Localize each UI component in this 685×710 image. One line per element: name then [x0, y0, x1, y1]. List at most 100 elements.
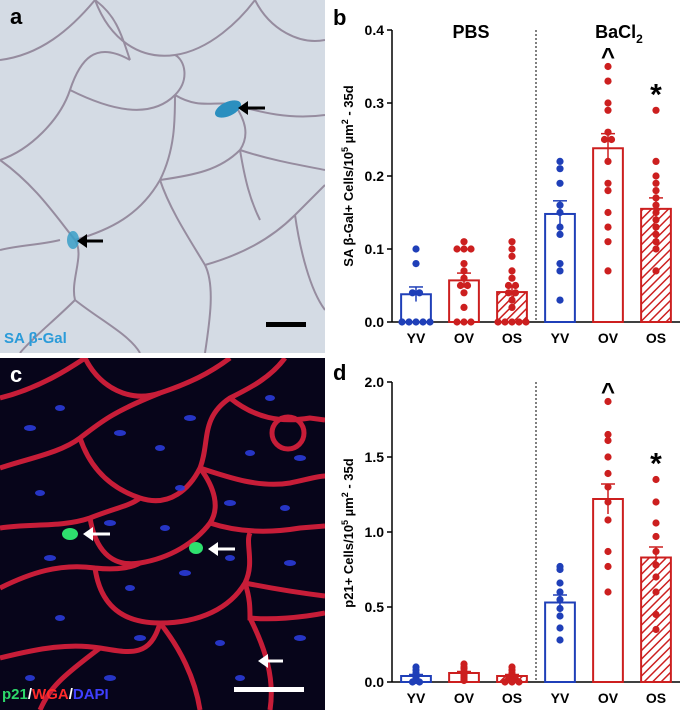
data-point: [604, 187, 612, 195]
data-point: [604, 430, 612, 439]
x-tick-label: OV: [454, 330, 475, 346]
data-point: [460, 245, 468, 253]
data-point: [556, 223, 564, 231]
y-tick-label: 0.2: [365, 168, 385, 184]
data-point: [456, 281, 465, 290]
data-point: [412, 260, 420, 268]
x-tick-label: OV: [598, 690, 619, 706]
data-point: [652, 610, 660, 619]
x-tick-label: OV: [454, 690, 475, 706]
x-tick-label: OS: [646, 690, 666, 706]
data-point: [652, 547, 660, 556]
data-point: [415, 289, 424, 297]
data-point: [652, 187, 660, 195]
data-point: [604, 223, 612, 231]
white-arrow-icon: [83, 527, 110, 541]
black-arrow-icon: [77, 234, 103, 248]
data-point: [604, 469, 612, 478]
data-point: [604, 516, 612, 524]
black-arrow-icon: [238, 101, 265, 115]
data-point: [652, 201, 660, 209]
group-label-pbs: PBS: [452, 22, 489, 42]
data-point: [652, 267, 660, 275]
panel-letter-b: b: [333, 5, 346, 30]
y-tick-label: 1.5: [365, 449, 385, 465]
data-point: [494, 318, 502, 326]
x-tick-label: OS: [502, 690, 522, 706]
data-point: [652, 498, 660, 506]
beta-gal-positive-cell: [214, 100, 242, 118]
p21-positive-nucleus: [189, 542, 203, 554]
data-point: [652, 230, 660, 238]
data-point: [412, 318, 420, 326]
histology-drawing: [0, 0, 325, 353]
data-point: [604, 208, 612, 217]
data-point: [556, 296, 564, 304]
data-point: [508, 274, 516, 282]
data-point: [556, 208, 564, 217]
white-arrow-icon: [208, 542, 235, 556]
data-point: [508, 318, 516, 326]
panel-letter-a: a: [10, 4, 23, 29]
data-point: [556, 604, 564, 613]
data-point: [508, 267, 516, 275]
data-point: [604, 588, 612, 596]
data-point: [652, 179, 660, 187]
legend-dapi: DAPI: [72, 686, 109, 703]
data-point: [604, 397, 612, 406]
data-point: [652, 561, 660, 569]
legend-separator: /: [68, 686, 73, 703]
data-point: [463, 281, 472, 290]
data-point: [405, 318, 413, 326]
data-point: [607, 135, 616, 144]
data-point: [604, 483, 612, 491]
bar: [592, 147, 624, 323]
data-point: [604, 157, 612, 165]
data-point: [604, 99, 612, 107]
panel-letter-c: c: [10, 362, 23, 387]
data-point: [556, 157, 564, 165]
data-point: [398, 318, 406, 326]
data-point: [556, 612, 564, 620]
data-point: [652, 157, 660, 165]
stain-label: SA β-Gal: [4, 330, 67, 347]
data-point: [460, 318, 468, 326]
data-point: [556, 636, 564, 644]
data-point: [415, 678, 424, 686]
significance-marker: ^: [601, 379, 615, 406]
data-point: [408, 678, 417, 686]
data-point: [652, 194, 660, 202]
data-point: [604, 453, 612, 461]
data-point: [460, 289, 468, 297]
data-point: [556, 267, 564, 275]
data-point: [515, 678, 523, 686]
stain-label-text: SA β-Gal: [4, 330, 67, 347]
significance-marker: ^: [601, 44, 615, 71]
data-point: [604, 62, 612, 71]
legend-p21: p21: [2, 686, 28, 703]
data-point: [556, 260, 564, 268]
chart-d: d p21+ Cells/105 µm2 - 35d 0.0 0.5 1.0 1.5 2…: [333, 360, 680, 706]
data-point: [604, 106, 612, 114]
significance-marker: *: [650, 78, 662, 111]
scale-bar-icon: [266, 322, 306, 327]
data-point: [652, 475, 660, 484]
data-point: [453, 245, 461, 253]
data-point: [652, 519, 660, 527]
data-point: [467, 245, 475, 253]
beta-gal-positive-cell: [67, 231, 79, 249]
data-point: [600, 135, 609, 144]
data-point: [408, 289, 417, 297]
data-point: [604, 128, 612, 136]
data-point: [604, 77, 612, 85]
data-point: [453, 318, 461, 326]
data-point: [467, 318, 475, 326]
x-tick-label: YV: [407, 330, 426, 346]
legend-separator: /: [27, 686, 33, 703]
x-tick-label: YV: [407, 690, 426, 706]
data-point: [652, 245, 660, 253]
data-point: [604, 267, 612, 275]
data-point: [511, 281, 520, 290]
data-point: [412, 245, 420, 253]
scale-bar-icon: [234, 687, 304, 692]
